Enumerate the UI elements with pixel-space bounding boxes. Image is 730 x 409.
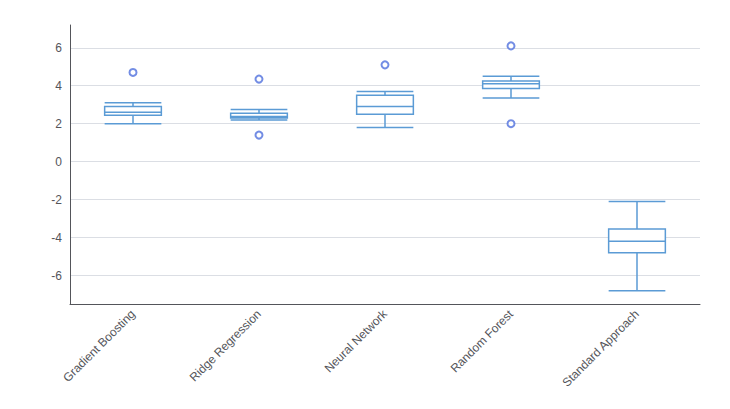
svg-text:Neural Network: Neural Network bbox=[322, 306, 391, 375]
svg-text:Ridge Regression: Ridge Regression bbox=[187, 307, 264, 384]
svg-text:Gradient Boosting: Gradient Boosting bbox=[60, 307, 138, 385]
svg-text:6: 6 bbox=[55, 41, 62, 55]
svg-text:2: 2 bbox=[55, 117, 62, 131]
svg-text:-2: -2 bbox=[51, 193, 62, 207]
svg-text:-4: -4 bbox=[51, 231, 62, 245]
svg-text:-6: -6 bbox=[51, 269, 62, 283]
svg-text:Random Forest: Random Forest bbox=[448, 307, 517, 376]
svg-text:0: 0 bbox=[55, 155, 62, 169]
svg-text:Standard Approach: Standard Approach bbox=[559, 307, 641, 389]
svg-text:4: 4 bbox=[55, 79, 62, 93]
